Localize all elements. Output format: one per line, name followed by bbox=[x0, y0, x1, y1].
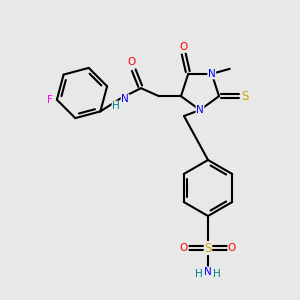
Text: S: S bbox=[204, 242, 212, 254]
Text: O: O bbox=[180, 243, 188, 253]
Text: O: O bbox=[179, 42, 188, 52]
Text: N: N bbox=[204, 267, 212, 277]
Text: O: O bbox=[128, 57, 136, 67]
Text: O: O bbox=[228, 243, 236, 253]
Text: F: F bbox=[47, 95, 53, 105]
Text: S: S bbox=[241, 90, 249, 103]
Text: N: N bbox=[196, 105, 204, 115]
Text: N: N bbox=[121, 94, 129, 104]
Text: H: H bbox=[213, 269, 221, 279]
Text: H: H bbox=[195, 269, 203, 279]
Text: H: H bbox=[112, 101, 120, 111]
Text: N: N bbox=[208, 69, 216, 79]
